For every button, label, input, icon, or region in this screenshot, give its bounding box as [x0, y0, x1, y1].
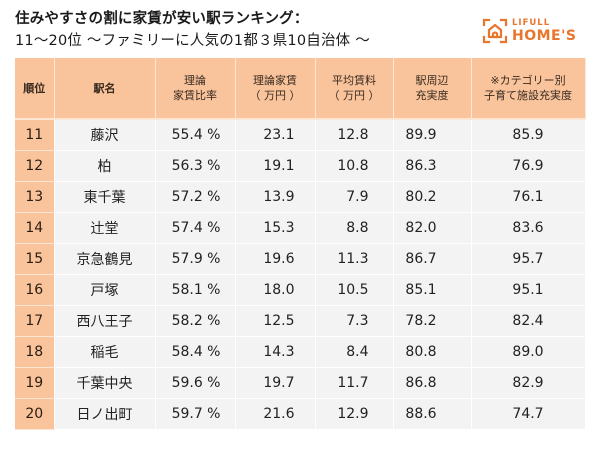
theory-rent-cell: 19.6 [235, 243, 316, 275]
avg-rent-cell: 10.8 [315, 150, 394, 182]
station-name-cell: 千葉中央 [54, 367, 156, 399]
lifull-homes-logo: LIFULL HOME'S [482, 17, 576, 45]
theory-rent-cell: 18.0 [235, 274, 316, 306]
theory-rent-ratio-cell: 58.2 % [155, 305, 236, 337]
childcare-score-cell: 82.9 [471, 367, 586, 399]
rank-cell: 12 [15, 150, 55, 182]
table-row: 12 柏 56.3 % 19.1 10.8 86.3 76.9 [15, 150, 586, 182]
childcare-score-cell: 83.6 [471, 212, 586, 244]
station-name-cell: 日ノ出町 [54, 398, 156, 430]
station-area-score-cell: 89.9 [393, 119, 472, 151]
station-area-score-cell: 85.1 [393, 274, 472, 306]
childcare-score-cell: 74.7 [471, 398, 586, 430]
station-area-score-cell: 80.2 [393, 181, 472, 213]
avg-rent-cell: 12.9 [315, 398, 394, 430]
rank-cell: 13 [15, 181, 55, 213]
childcare-score-cell: 95.1 [471, 274, 586, 306]
title-line-2: 11～20位 ～ファミリーに人気の1都３県10自治体 ～ [15, 33, 370, 49]
rank-cell: 18 [15, 336, 55, 368]
station-name-cell: 戸塚 [54, 274, 156, 306]
rank-cell: 14 [15, 212, 55, 244]
theory-rent-cell: 12.5 [235, 305, 316, 337]
table-header-row: 順位 駅名 理論 家賃比率 理論家賃（ 万円 ） 平均賃料（ 万円 ） 駅周辺 充実… [15, 58, 586, 120]
childcare-score-cell: 95.7 [471, 243, 586, 275]
rank-cell: 15 [15, 243, 55, 275]
station-name-cell: 西八王子 [54, 305, 156, 337]
header-childcare-score: ※カテゴリー別 子育て施設充実度 [471, 58, 586, 120]
theory-rent-ratio-cell: 58.4 % [155, 336, 236, 368]
header-avg-rent: 平均賃料（ 万円 ） [315, 58, 394, 120]
table-row: 14 辻堂 57.4 % 15.3 8.8 82.0 83.6 [15, 212, 586, 244]
rank-cell: 17 [15, 305, 55, 337]
table-row: 20 日ノ出町 59.7 % 21.6 12.9 88.6 74.7 [15, 398, 586, 430]
station-area-score-cell: 86.3 [393, 150, 472, 182]
theory-rent-ratio-cell: 57.4 % [155, 212, 236, 244]
avg-rent-cell: 7.3 [315, 305, 394, 337]
theory-rent-cell: 15.3 [235, 212, 316, 244]
logo-text-homes: HOME'S [512, 27, 577, 44]
station-name-cell: 稲毛 [54, 336, 156, 368]
theory-rent-cell: 14.3 [235, 336, 316, 368]
house-frame-icon [482, 18, 508, 44]
header-theory-rent: 理論家賃（ 万円 ） [235, 58, 316, 120]
station-name-cell: 藤沢 [54, 119, 156, 151]
station-area-score-cell: 78.2 [393, 305, 472, 337]
theory-rent-cell: 23.1 [235, 119, 316, 151]
logo-text-lifull: LIFULL [512, 18, 551, 29]
station-name-cell: 柏 [54, 150, 156, 182]
title-line-1: 住みやすさの割に家賃が安い駅ランキング： [15, 11, 309, 27]
childcare-score-cell: 85.9 [471, 119, 586, 151]
childcare-score-cell: 76.9 [471, 150, 586, 182]
childcare-score-cell: 76.1 [471, 181, 586, 213]
theory-rent-ratio-cell: 59.7 % [155, 398, 236, 430]
avg-rent-cell: 11.3 [315, 243, 394, 275]
avg-rent-cell: 10.5 [315, 274, 394, 306]
header-theory-rent-ratio: 理論 家賃比率 [155, 58, 236, 120]
ranking-table: 順位 駅名 理論 家賃比率 理論家賃（ 万円 ） 平均賃料（ 万円 ） 駅周辺 充実… [15, 58, 586, 430]
rank-cell: 11 [15, 119, 55, 151]
theory-rent-cell: 19.7 [235, 367, 316, 399]
rank-cell: 16 [15, 274, 55, 306]
rank-cell: 19 [15, 367, 55, 399]
table-row: 16 戸塚 58.1 % 18.0 10.5 85.1 95.1 [15, 274, 586, 306]
avg-rent-cell: 7.9 [315, 181, 394, 213]
avg-rent-cell: 12.8 [315, 119, 394, 151]
theory-rent-ratio-cell: 57.9 % [155, 243, 236, 275]
station-name-cell: 辻堂 [54, 212, 156, 244]
theory-rent-ratio-cell: 56.3 % [155, 150, 236, 182]
station-area-score-cell: 86.7 [393, 243, 472, 275]
station-area-score-cell: 82.0 [393, 212, 472, 244]
theory-rent-ratio-cell: 57.2 % [155, 181, 236, 213]
page-title: 住みやすさの割に家賃が安い駅ランキング： 11～20位 ～ファミリーに人気の1都… [15, 8, 370, 52]
theory-rent-ratio-cell: 59.6 % [155, 367, 236, 399]
childcare-score-cell: 89.0 [471, 336, 586, 368]
table-row: 19 千葉中央 59.6 % 19.7 11.7 86.8 82.9 [15, 367, 586, 399]
theory-rent-cell: 21.6 [235, 398, 316, 430]
table-row: 13 東千葉 57.2 % 13.9 7.9 80.2 76.1 [15, 181, 586, 213]
table-row: 18 稲毛 58.4 % 14.3 8.4 80.8 89.0 [15, 336, 586, 368]
header-rank: 順位 [15, 58, 55, 120]
station-area-score-cell: 88.6 [393, 398, 472, 430]
table-row: 17 西八王子 58.2 % 12.5 7.3 78.2 82.4 [15, 305, 586, 337]
station-name-cell: 京急鶴見 [54, 243, 156, 275]
theory-rent-ratio-cell: 58.1 % [155, 274, 236, 306]
theory-rent-cell: 13.9 [235, 181, 316, 213]
table-row: 15 京急鶴見 57.9 % 19.6 11.3 86.7 95.7 [15, 243, 586, 275]
header-station: 駅名 [54, 58, 156, 120]
avg-rent-cell: 8.8 [315, 212, 394, 244]
theory-rent-cell: 19.1 [235, 150, 316, 182]
avg-rent-cell: 11.7 [315, 367, 394, 399]
table-row: 11 藤沢 55.4 % 23.1 12.8 89.9 85.9 [15, 119, 586, 151]
station-area-score-cell: 80.8 [393, 336, 472, 368]
theory-rent-ratio-cell: 55.4 % [155, 119, 236, 151]
avg-rent-cell: 8.4 [315, 336, 394, 368]
station-area-score-cell: 86.8 [393, 367, 472, 399]
childcare-score-cell: 82.4 [471, 305, 586, 337]
rank-cell: 20 [15, 398, 55, 430]
header-station-area-score: 駅周辺 充実度 [393, 58, 472, 120]
station-name-cell: 東千葉 [54, 181, 156, 213]
